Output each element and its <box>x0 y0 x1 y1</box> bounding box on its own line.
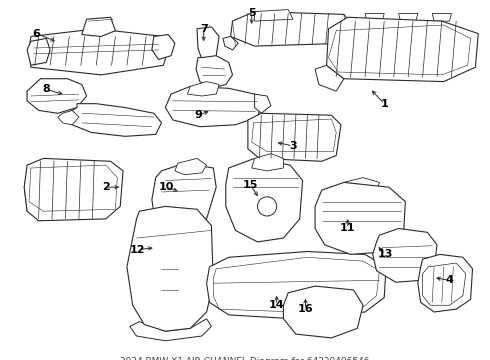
Text: 10: 10 <box>159 182 174 192</box>
Polygon shape <box>24 171 31 211</box>
Polygon shape <box>344 177 379 197</box>
Polygon shape <box>152 35 175 59</box>
Polygon shape <box>29 29 168 75</box>
Text: 7: 7 <box>200 24 208 34</box>
Polygon shape <box>152 206 185 229</box>
Polygon shape <box>127 206 213 331</box>
Polygon shape <box>231 12 353 46</box>
Polygon shape <box>283 286 363 338</box>
Polygon shape <box>130 319 211 341</box>
Polygon shape <box>187 82 219 96</box>
Text: 15: 15 <box>243 180 258 190</box>
Text: 11: 11 <box>340 224 355 234</box>
Text: 14: 14 <box>269 300 285 310</box>
Text: 2: 2 <box>102 182 110 192</box>
Polygon shape <box>152 163 216 242</box>
Text: 5: 5 <box>248 8 255 18</box>
Text: 12: 12 <box>130 244 145 255</box>
Polygon shape <box>418 255 472 312</box>
Polygon shape <box>152 264 181 296</box>
Polygon shape <box>82 17 116 36</box>
Polygon shape <box>327 17 478 82</box>
Polygon shape <box>24 158 123 221</box>
Polygon shape <box>373 229 437 282</box>
Polygon shape <box>248 113 341 161</box>
Polygon shape <box>27 39 50 65</box>
Text: 4: 4 <box>445 275 453 285</box>
Polygon shape <box>315 65 344 91</box>
Polygon shape <box>27 79 87 113</box>
Text: 2024 BMW X1 AIR CHANNEL Diagram for 64229496546: 2024 BMW X1 AIR CHANNEL Diagram for 6422… <box>120 357 370 360</box>
Polygon shape <box>207 252 386 319</box>
Text: 9: 9 <box>194 110 202 120</box>
Polygon shape <box>261 276 286 298</box>
Polygon shape <box>255 10 293 21</box>
Polygon shape <box>255 94 271 113</box>
Polygon shape <box>315 183 405 255</box>
Polygon shape <box>165 86 261 127</box>
Polygon shape <box>175 158 207 175</box>
Polygon shape <box>68 104 162 136</box>
Polygon shape <box>398 13 418 21</box>
Polygon shape <box>58 111 79 125</box>
Text: 8: 8 <box>43 84 50 94</box>
Text: 13: 13 <box>377 249 393 260</box>
Text: 1: 1 <box>380 99 388 109</box>
Circle shape <box>257 197 277 216</box>
Polygon shape <box>197 27 219 65</box>
Polygon shape <box>252 154 283 171</box>
Polygon shape <box>226 158 303 242</box>
Polygon shape <box>196 56 233 88</box>
Polygon shape <box>223 36 238 50</box>
Polygon shape <box>432 13 451 21</box>
Text: 16: 16 <box>297 304 313 314</box>
Text: 6: 6 <box>33 28 41 39</box>
Text: 3: 3 <box>289 141 297 151</box>
Polygon shape <box>365 13 384 21</box>
